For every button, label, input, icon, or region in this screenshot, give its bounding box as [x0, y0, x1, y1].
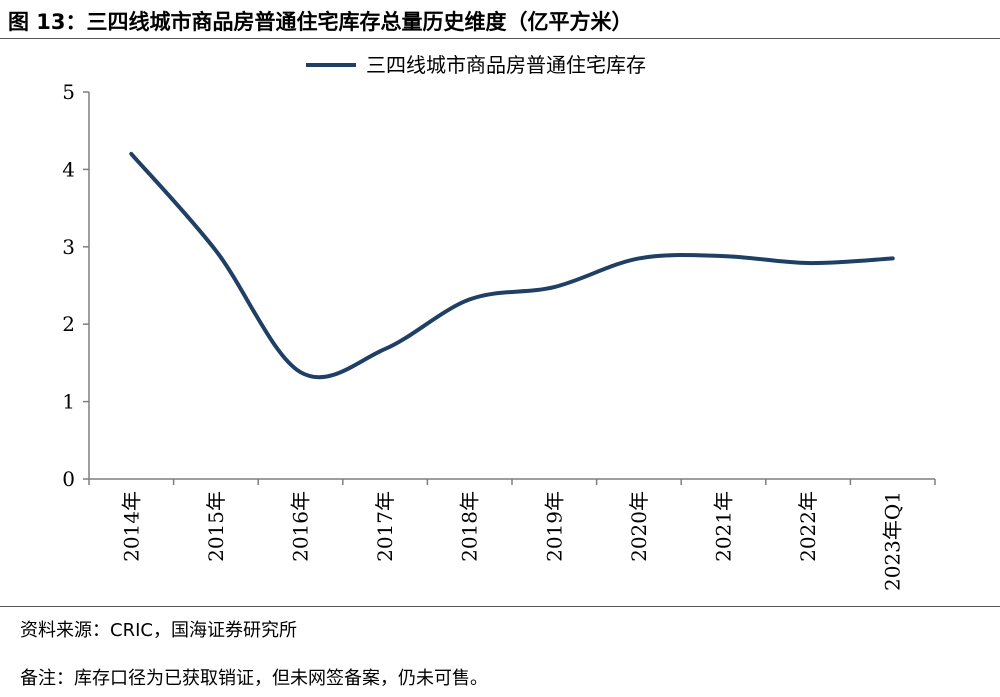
x-tick-label: 2019年 — [542, 491, 566, 562]
x-tick-label: 2018年 — [458, 491, 482, 562]
y-tick-label: 0 — [62, 467, 75, 491]
x-tick-label: 2017年 — [373, 491, 397, 562]
bottom-rule — [0, 606, 1000, 607]
x-tick-label: 2023年Q1 — [881, 491, 905, 591]
y-tick-label: 5 — [62, 80, 75, 104]
x-tick-label: 2022年 — [796, 491, 820, 562]
axes — [88, 92, 935, 480]
top-rule — [0, 38, 1000, 39]
remark-note: 备注：库存口径为已获取销证，但未网签备案，仍未可售。 — [20, 668, 488, 689]
x-tick-label: 2020年 — [627, 491, 651, 562]
y-tick-label: 3 — [62, 235, 75, 259]
y-tick-label: 2 — [62, 312, 75, 336]
source-note: 资料来源：CRIC，国海证券研究所 — [20, 620, 297, 641]
legend-label: 三四线城市商品房普通住宅库存 — [366, 53, 646, 77]
x-tick-label: 2016年 — [289, 491, 313, 562]
x-tick-label: 2015年 — [204, 491, 228, 562]
x-axis-ticks: 2014年 2015年 2016年 2017年 2018年 2019年 2020年 2021年… — [88, 479, 936, 591]
y-tick-label: 4 — [62, 157, 75, 181]
y-axis-ticks: 0 1 2 3 4 5 — [62, 80, 89, 491]
legend: 三四线城市商品房普通住宅库存 — [306, 53, 646, 77]
series-line — [129, 151, 895, 380]
x-tick-label: 2014年 — [119, 491, 143, 562]
x-tick-label: 2021年 — [712, 491, 736, 562]
y-tick-label: 1 — [62, 390, 75, 414]
figure-title: 图 13：三四线城市商品房普通住宅库存总量历史维度（亿平方米） — [8, 10, 633, 34]
